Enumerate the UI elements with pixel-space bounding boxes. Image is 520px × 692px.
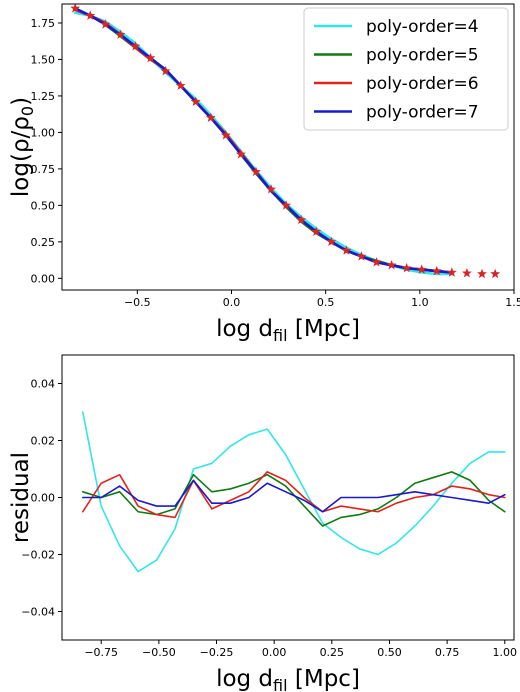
data-points: [70, 3, 501, 279]
x-tick-label: −0.25: [200, 646, 234, 659]
data-point-star: [251, 166, 261, 177]
y-tick-label: −0.02: [21, 549, 55, 562]
data-point-star: [130, 41, 141, 51]
plot-frame: [61, 3, 515, 291]
y-tick-label: 0.25: [31, 236, 56, 249]
y-tick-label: 1.75: [31, 17, 56, 30]
data-point-star: [266, 184, 276, 194]
data-point-star: [477, 268, 487, 279]
x-tick-label: 1.5: [505, 296, 520, 309]
y-tick-label: 1.00: [31, 126, 56, 139]
y-tick-label: 0.50: [31, 199, 56, 212]
series-lines: [81, 411, 506, 573]
x-tick-label: 0.25: [320, 646, 345, 659]
data-point-star: [446, 267, 457, 277]
data-point-star: [115, 29, 126, 39]
data-point-star: [311, 226, 322, 236]
series-line-poly-order-4: [81, 411, 506, 573]
data-point-star: [205, 112, 216, 123]
y-axis-label: log(ρ/ρ0): [8, 97, 37, 197]
x-tick-label: −0.5: [124, 296, 151, 309]
legend-label: poly-order=4: [366, 17, 479, 37]
x-axis-label: log dfil [Mpc]: [216, 666, 360, 692]
x-tick-label: 0.50: [377, 646, 402, 659]
y-tick-label: 0.04: [31, 378, 56, 391]
data-point-star: [235, 149, 246, 159]
legend-label: poly-order=7: [366, 103, 479, 123]
x-tick-label: 0.0: [223, 296, 241, 309]
legend-box: [303, 7, 509, 131]
data-point-star: [100, 19, 111, 29]
x-tick-label: 0.00: [262, 646, 287, 659]
x-tick-label: 1.00: [493, 646, 518, 659]
data-point-star: [356, 251, 367, 261]
data-point-star: [490, 268, 501, 279]
x-axis-label: log dfil [Mpc]: [216, 316, 360, 345]
data-point-star: [431, 265, 442, 276]
legend-label: poly-order=5: [366, 46, 479, 66]
data-point-star: [401, 262, 412, 273]
density-profile-panel: −0.5 0.0 0.5 1.0 1.5 0.00 0.25 0.50 0.75 1.00 1.25…: [8, 3, 520, 345]
data-point-star: [145, 52, 156, 63]
y-tick-label: 0.02: [31, 435, 56, 448]
y-tick-label: 1.50: [31, 53, 56, 66]
data-point-star: [190, 96, 201, 106]
series-line-poly-order-7: [81, 479, 506, 513]
data-point-star: [85, 10, 96, 20]
data-point-star: [371, 257, 382, 267]
x-tick-label: 0.75: [435, 646, 460, 659]
residual-panel: −0.75 −0.50 −0.25 0.00 0.25 0.50 0.75 1.00 −0.04…: [8, 354, 518, 692]
x-tick-label: −0.50: [142, 646, 176, 659]
data-point-star: [281, 200, 292, 210]
data-point-star: [341, 245, 352, 255]
x-tick-label: −0.75: [84, 646, 118, 659]
data-point-star: [160, 65, 171, 76]
y-tick-label: 0.00: [31, 492, 56, 505]
legend-label: poly-order=6: [366, 74, 479, 94]
y-tick-label: 0.75: [31, 163, 56, 176]
y-axis-label: residual: [8, 452, 34, 543]
data-point-star: [461, 268, 472, 278]
y-tick-label: 0.00: [31, 272, 56, 285]
data-point-star: [175, 80, 186, 90]
legend: poly-order=4 poly-order=5 poly-order=6 poly…: [303, 7, 509, 131]
x-tick-label: 1.0: [411, 296, 429, 309]
data-point-star: [386, 259, 397, 270]
data-point-star: [220, 130, 231, 140]
data-point-star: [326, 236, 337, 247]
series-line-poly-order-6: [81, 471, 506, 519]
data-point-star: [416, 264, 427, 274]
y-tick-label: 1.25: [31, 90, 56, 103]
data-point-star: [296, 214, 307, 225]
y-tick-label: −0.04: [21, 606, 55, 619]
data-point-star: [70, 3, 81, 13]
x-tick-label: 0.5: [317, 296, 335, 309]
